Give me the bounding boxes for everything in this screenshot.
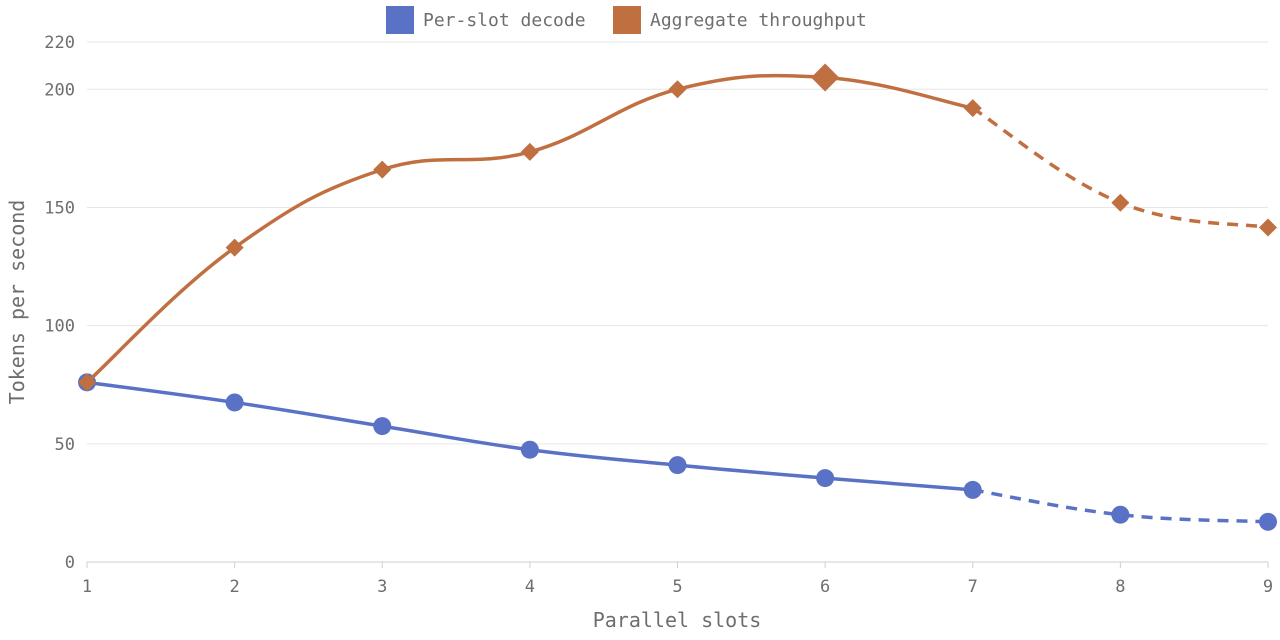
x-tick-label-9: 9 <box>1263 577 1273 597</box>
aggregate-throughput-point-7 <box>963 99 982 118</box>
x-tick-label-8: 8 <box>1115 577 1125 597</box>
per-slot-decode-point-5 <box>668 456 687 475</box>
y-tick-label-100: 100 <box>44 317 75 337</box>
aggregate-throughput-point-5 <box>668 80 687 99</box>
per-slot-decode-point-2 <box>225 393 244 412</box>
y-tick-label-200: 200 <box>44 80 75 100</box>
per-slot-decode-point-6 <box>816 469 835 488</box>
gridlines <box>87 41 1268 445</box>
aggregate-throughput-point-3 <box>373 160 392 179</box>
x-tick-label-3: 3 <box>377 577 387 597</box>
aggregate-throughput-point-1 <box>78 373 96 392</box>
x-axis-title: Parallel slots <box>593 608 762 632</box>
aggregate-throughput-point-4 <box>520 142 539 161</box>
x-tick-label-4: 4 <box>525 577 535 597</box>
x-tick-label-2: 2 <box>230 577 240 597</box>
per-slot-decode-legend-label: Per-slot decode <box>423 10 586 31</box>
x-tick-label-7: 7 <box>968 577 978 597</box>
aggregate-throughput-legend-swatch <box>613 6 641 34</box>
per-slot-decode-point-7 <box>963 480 982 499</box>
x-tick-label-5: 5 <box>672 577 682 597</box>
axes: 0 50 100 150 200 220 1 2 3 4 5 6 7 8 9 <box>44 33 1273 597</box>
per-slot-decode-legend-swatch <box>386 6 414 34</box>
per-slot-decode-point-9 <box>1259 512 1277 531</box>
per-slot-decode-line-solid <box>85 380 975 492</box>
aggregate-throughput-point-2 <box>225 238 244 257</box>
x-tick-label-6: 6 <box>820 577 830 597</box>
legend: Per-slot decode Aggregate throughput <box>386 6 867 34</box>
aggregate-throughput-point-9 <box>1259 218 1277 237</box>
aggregate-throughput-point-8 <box>1111 193 1130 212</box>
y-axis-title: Tokens per second <box>5 200 29 405</box>
series-layer <box>78 63 1277 531</box>
aggregate-throughput-point-6 <box>811 63 840 92</box>
y-tick-label-220: 220 <box>44 33 75 53</box>
per-slot-decode-point-4 <box>520 440 539 459</box>
y-tick-label-50: 50 <box>55 435 75 455</box>
aggregate-throughput-line-solid <box>85 73 975 385</box>
aggregate-throughput-legend-label: Aggregate throughput <box>650 10 867 31</box>
per-slot-decode-point-8 <box>1111 505 1130 524</box>
y-tick-label-150: 150 <box>44 198 75 218</box>
x-tick-label-1: 1 <box>82 577 92 597</box>
per-slot-decode-point-3 <box>373 417 392 436</box>
y-tick-label-0: 0 <box>65 553 75 573</box>
